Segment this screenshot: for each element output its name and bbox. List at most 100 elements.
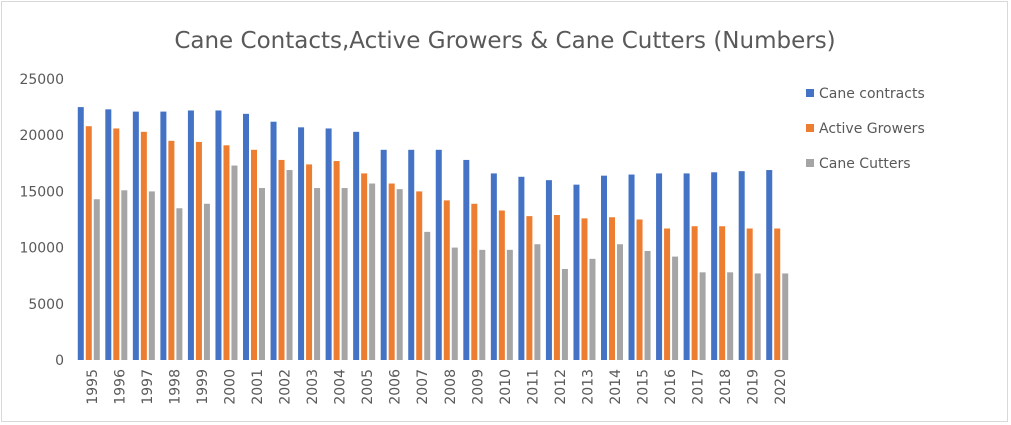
legend-label: Cane contracts (819, 86, 925, 102)
x-tick-label: 2006 (388, 369, 404, 405)
bar-cane-contracts-2004 (325, 128, 332, 360)
bar-cane-contracts-2007 (408, 149, 415, 360)
bar-cane-cutters-2020 (782, 273, 789, 360)
bar-active-growers-1997 (140, 131, 147, 360)
y-tick-label: 15000 (19, 184, 64, 200)
bar-active-growers-2010 (498, 210, 505, 360)
bar-active-growers-2020 (774, 228, 781, 360)
bar-active-growers-2000 (223, 145, 230, 360)
bar-cane-cutters-2006 (396, 189, 403, 360)
bar-active-growers-2005 (361, 173, 368, 360)
bar-active-growers-2009 (471, 203, 478, 360)
x-tick-label: 2017 (691, 369, 707, 405)
x-tick-label: 2004 (333, 369, 349, 405)
bar-cane-contracts-2008 (435, 149, 442, 360)
legend-label: Cane Cutters (819, 156, 911, 172)
bar-active-growers-2015 (636, 219, 643, 360)
bar-cane-contracts-2002 (270, 121, 277, 360)
x-tick-label: 1998 (167, 369, 183, 405)
bar-cane-contracts-2009 (463, 159, 470, 360)
bar-cane-cutters-2014 (617, 244, 623, 360)
bar-active-growers-1996 (113, 128, 120, 360)
bars (77, 107, 789, 361)
x-tick-label: 1999 (195, 369, 211, 405)
bar-cane-cutters-1995 (93, 199, 100, 360)
y-tick-label: 20000 (19, 128, 64, 144)
legend-label: Active Growers (819, 121, 925, 137)
x-tick-label: 2014 (608, 369, 624, 405)
x-tick-label: 2010 (498, 369, 514, 405)
bar-active-growers-2012 (553, 215, 560, 360)
bar-cane-contracts-2016 (656, 173, 663, 360)
bar-cane-cutters-2005 (369, 183, 376, 360)
x-tick-label: 2012 (553, 369, 569, 405)
y-axis: 0 5000 10000 15000 20000 25000 (19, 72, 64, 369)
bar-active-growers-2006 (388, 183, 395, 360)
bar-cane-contracts-1996 (105, 109, 112, 361)
bar-cane-cutters-1997 (148, 191, 155, 360)
bar-cane-contracts-2006 (380, 149, 387, 360)
legend-swatch (806, 124, 814, 132)
bar-active-growers-2014 (609, 217, 615, 360)
bar-active-growers-2011 (526, 216, 533, 360)
x-tick-label: 2001 (250, 369, 266, 405)
bar-cane-contracts-2013 (573, 184, 580, 360)
bar-cane-contracts-2011 (518, 176, 525, 360)
bar-cane-contracts-1999 (187, 110, 194, 360)
bar-cane-contracts-2015 (628, 174, 635, 360)
chart-title: Cane Contacts,Active Growers & Cane Cutt… (174, 28, 835, 54)
x-tick-label: 2000 (222, 369, 238, 405)
bar-cane-cutters-2015 (644, 250, 651, 360)
bar-cane-contracts-2005 (353, 131, 360, 360)
bar-cane-contracts-1998 (160, 111, 167, 360)
bar-cane-cutters-1996 (121, 190, 128, 360)
bar-cane-contracts-2012 (545, 180, 552, 360)
bar-active-growers-2003 (306, 164, 313, 360)
x-tick-label: 1996 (112, 369, 128, 405)
x-tick-label: 2013 (580, 369, 596, 405)
bar-active-growers-2001 (251, 149, 257, 360)
bar-cane-cutters-2019 (754, 273, 761, 360)
bar-cane-contracts-2020 (766, 170, 773, 360)
x-tick-label: 2015 (636, 369, 652, 405)
bar-cane-cutters-2017 (699, 272, 706, 360)
bar-cane-cutters-2001 (259, 188, 265, 360)
bar-cane-cutters-1999 (203, 203, 210, 360)
bar-cane-contracts-2019 (738, 171, 745, 360)
bar-cane-contracts-1997 (132, 111, 139, 360)
y-tick-label: 0 (55, 353, 64, 369)
bar-active-growers-2013 (581, 218, 588, 360)
bar-cane-cutters-2007 (424, 231, 431, 360)
legend: Cane contracts Active Growers Cane Cutters (806, 86, 925, 172)
legend-swatch (806, 159, 814, 167)
bar-active-growers-1999 (195, 141, 202, 360)
bar-active-growers-2004 (333, 161, 340, 360)
x-tick-label: 2011 (525, 369, 541, 405)
x-tick-label: 2020 (773, 369, 789, 405)
x-axis: 1995 1996 1997 1998 1999 2000 2001 2002 2003 2004… (85, 369, 789, 405)
bar-active-growers-2008 (443, 200, 450, 360)
bar-cane-cutters-2008 (451, 247, 458, 360)
x-tick-label: 2018 (718, 369, 734, 405)
bar-cane-cutters-2013 (589, 258, 596, 360)
bar-active-growers-2019 (746, 228, 753, 360)
bar-cane-cutters-2000 (231, 165, 238, 360)
bar-cane-cutters-2018 (727, 272, 734, 360)
bar-cane-cutters-2004 (341, 188, 348, 360)
bar-cane-cutters-2012 (561, 268, 568, 360)
bar-active-growers-2018 (719, 226, 726, 360)
bar-cane-cutters-2002 (286, 170, 293, 360)
bar-cane-cutters-2010 (506, 249, 513, 360)
x-tick-label: 2003 (305, 369, 321, 405)
y-tick-label: 25000 (19, 72, 64, 88)
bar-cane-cutters-2016 (672, 256, 679, 360)
bar-cane-cutters-2009 (479, 249, 486, 360)
x-tick-label: 2019 (746, 369, 762, 405)
bar-active-growers-2017 (691, 226, 698, 360)
bar-cane-contracts-2018 (711, 172, 718, 360)
bar-cane-cutters-2003 (314, 188, 321, 360)
bar-cane-contracts-1995 (77, 107, 84, 360)
x-tick-label: 2007 (415, 369, 431, 405)
